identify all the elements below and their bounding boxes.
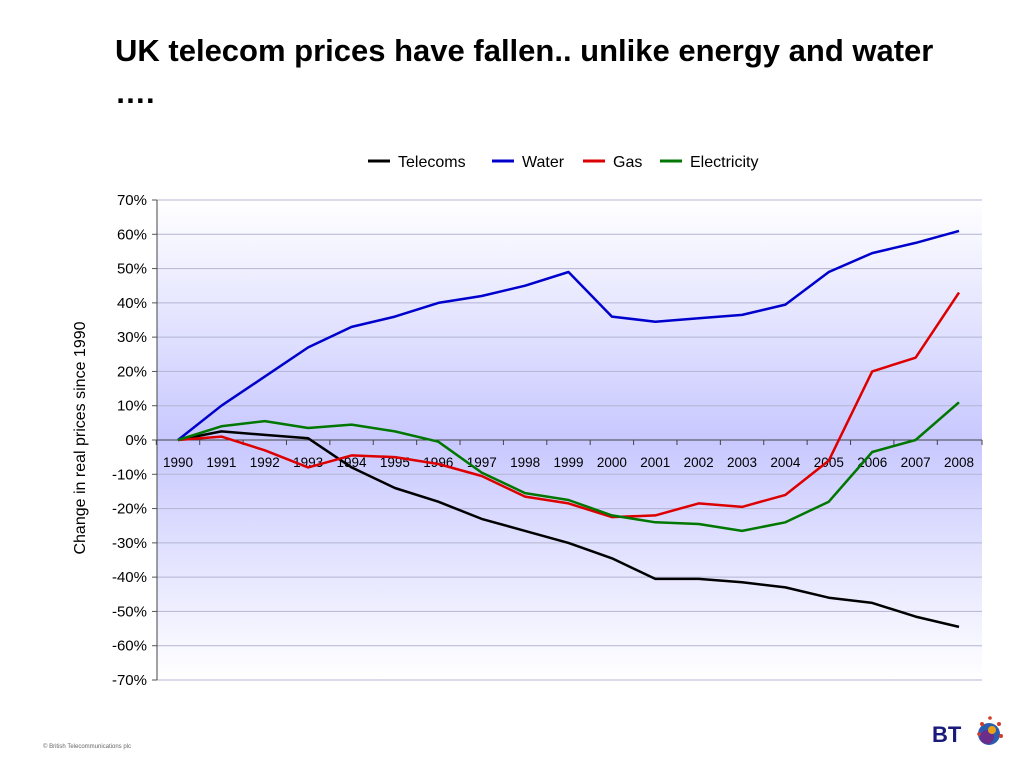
- svg-text:BT: BT: [932, 722, 962, 747]
- series-line-electricity: [177, 401, 960, 533]
- x-tick-label: 2002: [684, 455, 714, 470]
- y-tick-label: 10%: [117, 398, 147, 415]
- copyright-footer: © British Telecommunications plc: [43, 744, 132, 750]
- y-tick-label: 70%: [117, 192, 147, 209]
- x-tick-label: 2007: [901, 455, 931, 470]
- y-tick-label: -30%: [112, 535, 147, 552]
- legend-label: Electricity: [690, 154, 758, 171]
- gridlines: [152, 199, 982, 681]
- x-tick-label: 2003: [727, 455, 757, 470]
- line-chart: 70% 60% 50% 40% 30% 20% 10% 0% -10% -20% -30% -40% -…: [72, 154, 983, 689]
- legend-item-electricity: Electricity: [660, 154, 758, 171]
- y-tick-label: 40%: [117, 295, 147, 312]
- axes: [155, 200, 983, 680]
- series-line-water: [177, 229, 960, 441]
- x-tick-label: 1992: [250, 455, 280, 470]
- y-axis-label: Change in real prices since 1990: [72, 321, 89, 554]
- y-axis-tick-labels: 70% 60% 50% 40% 30% 20% 10% 0% -10% -20% -30% -40% -…: [112, 192, 147, 689]
- x-tick-label: 1997: [467, 455, 497, 470]
- x-tick-label: 1990: [163, 455, 193, 470]
- slide-title: UK telecom prices have fallen.. unlike e…: [115, 33, 934, 111]
- legend-label: Gas: [613, 154, 642, 171]
- x-tick-label: 2004: [770, 455, 801, 470]
- bt-logo: BT: [932, 716, 1003, 747]
- legend-item-gas: Gas: [583, 154, 642, 171]
- y-tick-label: -10%: [112, 466, 147, 483]
- x-tick-label: 2000: [597, 455, 627, 470]
- y-tick-label: -70%: [112, 672, 147, 689]
- y-tick-label: 60%: [117, 226, 147, 243]
- series-line-telecoms: [177, 430, 960, 629]
- legend-label: Water: [522, 154, 565, 171]
- y-tick-label: 0%: [125, 432, 147, 449]
- y-tick-label: -40%: [112, 569, 147, 586]
- x-tick-label: 2001: [640, 455, 670, 470]
- y-tick-label: -50%: [112, 603, 147, 620]
- series-line-gas: [177, 291, 961, 519]
- series-lines: [177, 229, 961, 629]
- x-tick-label: 1998: [510, 455, 540, 470]
- legend-label: Telecoms: [398, 154, 466, 171]
- y-tick-label: 20%: [117, 363, 147, 380]
- y-tick-label: -60%: [112, 638, 147, 655]
- y-tick-label: 50%: [117, 261, 147, 278]
- legend-item-water: Water: [492, 154, 565, 171]
- legend: Telecoms Water Gas Electricity: [368, 154, 758, 171]
- x-tick-label: 2008: [944, 455, 974, 470]
- x-tick-label: 1991: [206, 455, 236, 470]
- x-axis-tick-labels: 1990 1991 1992 1993 1994 1995 1996 1997 1998 1999…: [163, 455, 974, 470]
- legend-item-telecoms: Telecoms: [368, 154, 466, 171]
- y-tick-label: 30%: [117, 329, 147, 346]
- y-tick-label: -20%: [112, 501, 147, 518]
- x-tick-label: 1999: [553, 455, 583, 470]
